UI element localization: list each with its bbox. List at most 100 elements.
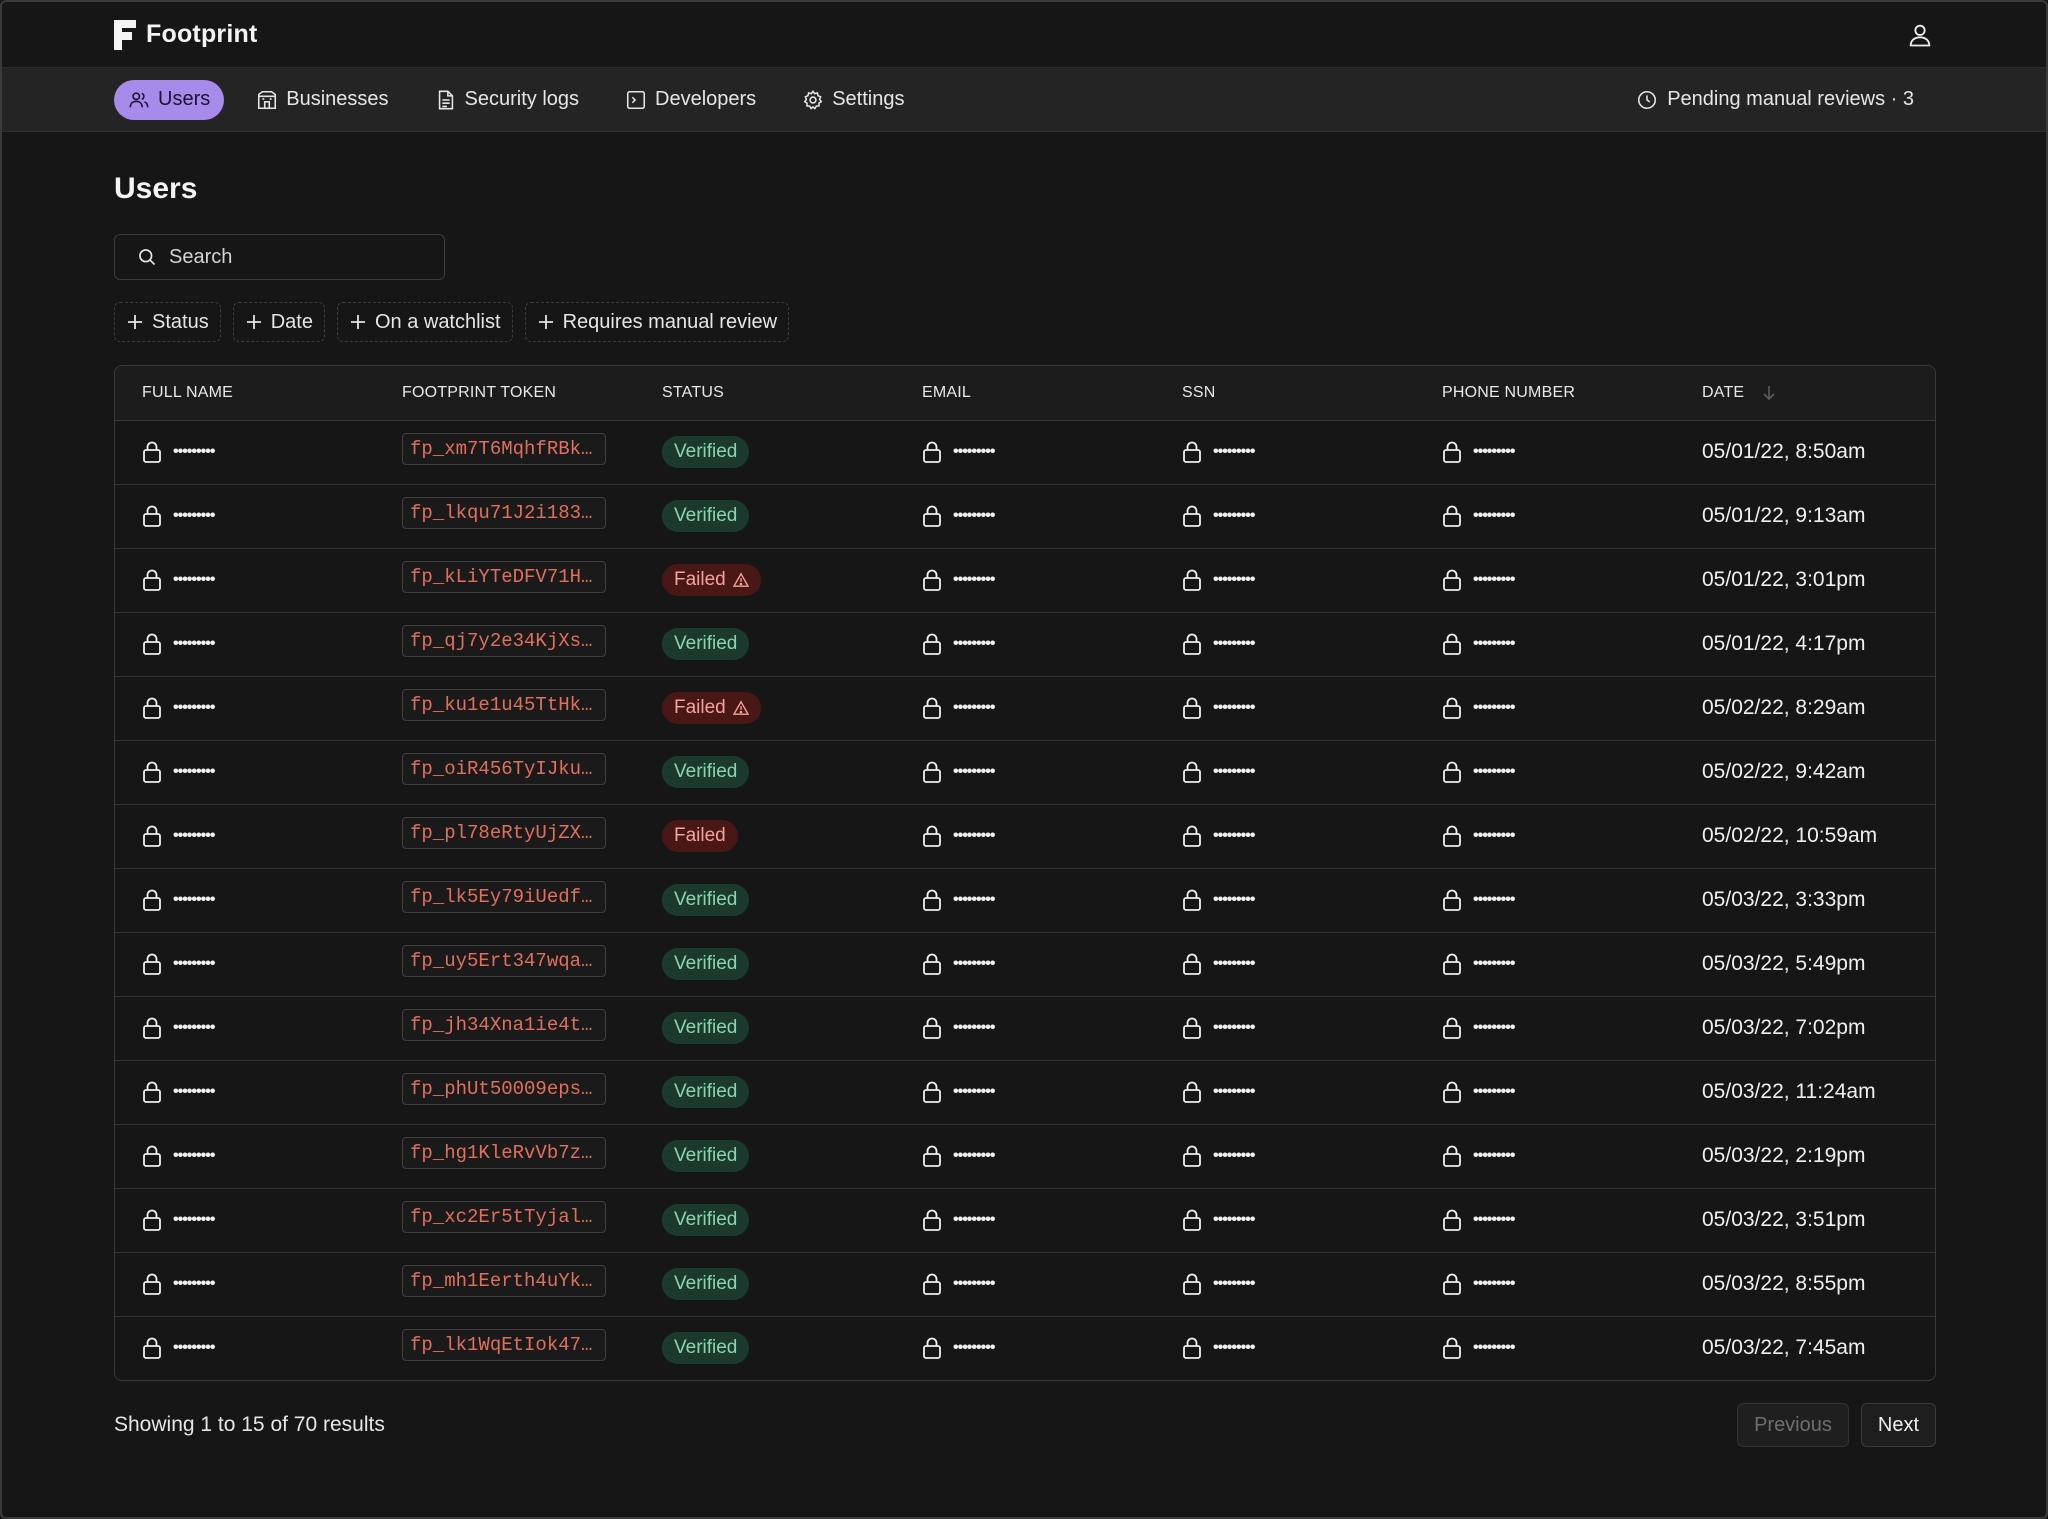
- masked-value[interactable]: •••••••••: [1182, 440, 1415, 464]
- masked-value[interactable]: •••••••••: [1182, 568, 1415, 592]
- masked-value[interactable]: •••••••••: [142, 1208, 375, 1232]
- masked-value[interactable]: •••••••••: [1182, 504, 1415, 528]
- table-row[interactable]: ••••••••• fp_pl78eRtyUjZX… Failed •••••••••…: [115, 803, 1935, 868]
- masked-value[interactable]: •••••••••: [922, 1144, 1155, 1168]
- masked-value[interactable]: •••••••••: [142, 568, 375, 592]
- filter-manual-review[interactable]: Requires manual review: [524, 302, 790, 342]
- masked-value[interactable]: •••••••••: [142, 1016, 375, 1040]
- masked-value[interactable]: •••••••••: [922, 1336, 1155, 1360]
- footprint-token[interactable]: fp_uy5Ert347wqa…: [402, 945, 606, 977]
- masked-value[interactable]: •••••••••: [1442, 760, 1675, 784]
- masked-value[interactable]: •••••••••: [922, 1208, 1155, 1232]
- masked-value[interactable]: •••••••••: [142, 1080, 375, 1104]
- masked-value[interactable]: •••••••••: [922, 824, 1155, 848]
- user-account-icon[interactable]: [1906, 21, 1934, 49]
- table-row[interactable]: ••••••••• fp_xc2Er5tTyjal… Verified •••••••…: [115, 1187, 1935, 1252]
- footprint-token[interactable]: fp_qj7y2e34KjXs…: [402, 625, 606, 657]
- sort-arrow-down-icon[interactable]: [1762, 385, 1776, 401]
- masked-value[interactable]: •••••••••: [142, 696, 375, 720]
- table-row[interactable]: ••••••••• fp_xm7T6MqhfRBk… Verified •••••••…: [115, 420, 1935, 484]
- table-row[interactable]: ••••••••• fp_uy5Ert347wqa… Verified •••••••…: [115, 931, 1935, 996]
- masked-value[interactable]: •••••••••: [922, 440, 1155, 464]
- masked-value[interactable]: •••••••••: [1442, 568, 1675, 592]
- masked-value[interactable]: •••••••••: [1442, 1208, 1675, 1232]
- tab-users[interactable]: Users: [114, 79, 225, 120]
- masked-value[interactable]: •••••••••: [922, 696, 1155, 720]
- footprint-token[interactable]: fp_phUt50009eps…: [402, 1073, 606, 1105]
- masked-value[interactable]: •••••••••: [1182, 1272, 1415, 1296]
- masked-value[interactable]: •••••••••: [1442, 504, 1675, 528]
- tab-settings[interactable]: Settings: [788, 80, 918, 120]
- footprint-token[interactable]: fp_lkqu71J2i183…: [402, 497, 606, 529]
- table-row[interactable]: ••••••••• fp_phUt50009eps… Verified •••••••…: [115, 1059, 1935, 1124]
- table-row[interactable]: ••••••••• fp_jh34Xna1ie4t… Verified •••••••…: [115, 995, 1935, 1060]
- masked-value[interactable]: •••••••••: [142, 632, 375, 656]
- footprint-token[interactable]: fp_pl78eRtyUjZX…: [402, 817, 606, 849]
- masked-value[interactable]: •••••••••: [1442, 824, 1675, 848]
- masked-value[interactable]: •••••••••: [1442, 632, 1675, 656]
- footprint-token[interactable]: fp_mh1Eerth4uYk…: [402, 1265, 606, 1297]
- brand[interactable]: Footprint: [114, 19, 257, 50]
- pending-reviews-link[interactable]: Pending manual reviews · 3: [1636, 88, 1914, 111]
- filter-status[interactable]: Status: [114, 302, 221, 342]
- footprint-token[interactable]: fp_oiR456TyIJku…: [402, 753, 606, 785]
- filter-watchlist[interactable]: On a watchlist: [336, 302, 513, 342]
- footprint-token[interactable]: fp_hg1KleRvVb7z…: [402, 1137, 606, 1169]
- column-header-date[interactable]: DATE: [1675, 366, 1935, 421]
- footprint-token[interactable]: fp_jh34Xna1ie4t…: [402, 1009, 606, 1041]
- masked-value[interactable]: •••••••••: [1442, 1272, 1675, 1296]
- masked-value[interactable]: •••••••••: [1182, 824, 1415, 848]
- table-row[interactable]: ••••••••• fp_qj7y2e34KjXs… Verified •••••••…: [115, 611, 1935, 676]
- masked-value[interactable]: •••••••••: [142, 760, 375, 784]
- masked-value[interactable]: •••••••••: [142, 888, 375, 912]
- masked-value[interactable]: •••••••••: [142, 1336, 375, 1360]
- masked-value[interactable]: •••••••••: [1182, 696, 1415, 720]
- masked-value[interactable]: •••••••••: [922, 952, 1155, 976]
- footprint-token[interactable]: fp_lk1WqEtIok47…: [402, 1329, 606, 1362]
- previous-button[interactable]: Previous: [1737, 1403, 1849, 1447]
- masked-value[interactable]: •••••••••: [1182, 888, 1415, 912]
- masked-value[interactable]: •••••••••: [1442, 1336, 1675, 1360]
- masked-value[interactable]: •••••••••: [1182, 632, 1415, 656]
- table-row[interactable]: ••••••••• fp_hg1KleRvVb7z… Verified •••••••…: [115, 1123, 1935, 1188]
- footprint-token[interactable]: fp_ku1e1u45TtHk…: [402, 689, 606, 721]
- tab-developers[interactable]: Developers: [611, 80, 770, 120]
- masked-value[interactable]: •••••••••: [1182, 1080, 1415, 1104]
- masked-value[interactable]: •••••••••: [1182, 1144, 1415, 1168]
- masked-value[interactable]: •••••••••: [922, 760, 1155, 784]
- masked-value[interactable]: •••••••••: [922, 888, 1155, 912]
- footprint-token[interactable]: fp_xc2Er5tTyjal…: [402, 1201, 606, 1233]
- table-row[interactable]: ••••••••• fp_lkqu71J2i183… Verified •••••••…: [115, 483, 1935, 548]
- masked-value[interactable]: •••••••••: [142, 504, 375, 528]
- table-row[interactable]: ••••••••• fp_lk5Ey79iUedf… Verified •••••••…: [115, 867, 1935, 932]
- masked-value[interactable]: •••••••••: [1442, 696, 1675, 720]
- search-input[interactable]: [169, 245, 419, 269]
- masked-value[interactable]: •••••••••: [142, 824, 375, 848]
- table-row[interactable]: ••••••••• fp_kLiYTeDFV71H… Failed •••••••••…: [115, 547, 1935, 612]
- masked-value[interactable]: •••••••••: [142, 1272, 375, 1296]
- masked-value[interactable]: •••••••••: [922, 1080, 1155, 1104]
- masked-value[interactable]: •••••••••: [1182, 1208, 1415, 1232]
- footprint-token[interactable]: fp_kLiYTeDFV71H…: [402, 561, 606, 593]
- masked-value[interactable]: •••••••••: [1442, 952, 1675, 976]
- filter-date[interactable]: Date: [232, 302, 325, 342]
- footprint-token[interactable]: fp_xm7T6MqhfRBk…: [402, 433, 606, 465]
- masked-value[interactable]: •••••••••: [922, 1272, 1155, 1296]
- masked-value[interactable]: •••••••••: [922, 504, 1155, 528]
- table-row[interactable]: ••••••••• fp_lk1WqEtIok47… Verified •••••••…: [115, 1315, 1935, 1380]
- masked-value[interactable]: •••••••••: [142, 952, 375, 976]
- footprint-token[interactable]: fp_lk5Ey79iUedf…: [402, 881, 606, 913]
- masked-value[interactable]: •••••••••: [1182, 952, 1415, 976]
- masked-value[interactable]: •••••••••: [922, 632, 1155, 656]
- masked-value[interactable]: •••••••••: [142, 440, 375, 464]
- tab-businesses[interactable]: Businesses: [242, 80, 402, 120]
- masked-value[interactable]: •••••••••: [1182, 1336, 1415, 1360]
- table-row[interactable]: ••••••••• fp_ku1e1u45TtHk… Failed •••••••••…: [115, 675, 1935, 740]
- table-row[interactable]: ••••••••• fp_oiR456TyIJku… Verified •••••••…: [115, 739, 1935, 804]
- masked-value[interactable]: •••••••••: [1442, 1016, 1675, 1040]
- masked-value[interactable]: •••••••••: [1442, 1080, 1675, 1104]
- masked-value[interactable]: •••••••••: [1182, 760, 1415, 784]
- masked-value[interactable]: •••••••••: [922, 1016, 1155, 1040]
- masked-value[interactable]: •••••••••: [1442, 1144, 1675, 1168]
- masked-value[interactable]: •••••••••: [1442, 888, 1675, 912]
